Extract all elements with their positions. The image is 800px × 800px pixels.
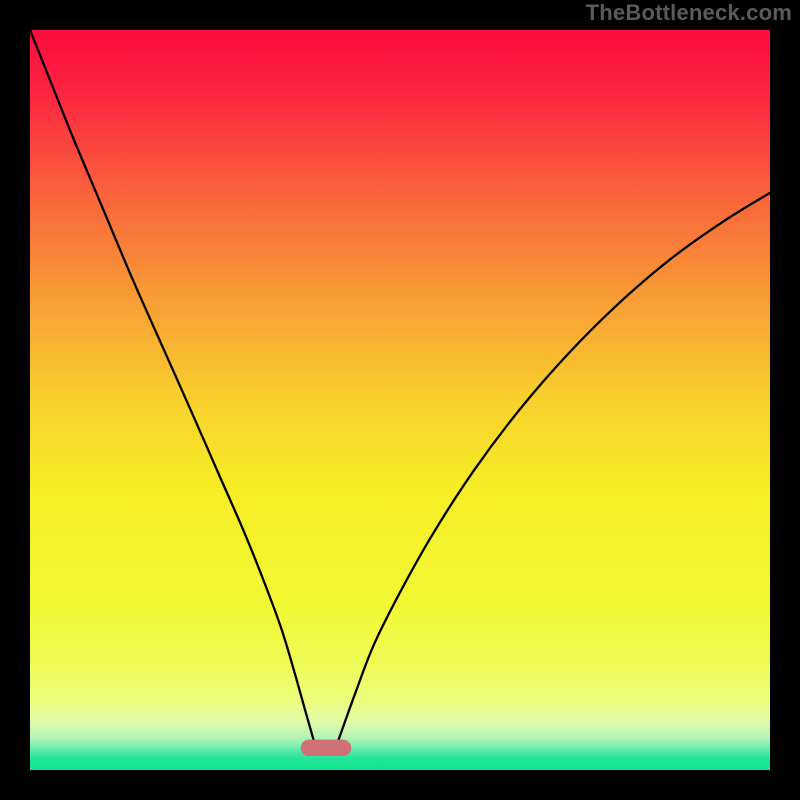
chart-plot-area xyxy=(30,30,770,770)
bottleneck-chart xyxy=(0,0,800,800)
optimal-range-marker xyxy=(301,740,351,756)
watermark-text: TheBottleneck.com xyxy=(586,0,792,26)
